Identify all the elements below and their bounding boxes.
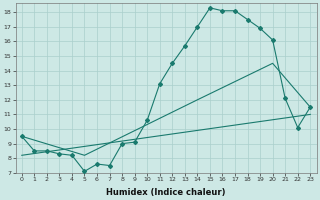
- X-axis label: Humidex (Indice chaleur): Humidex (Indice chaleur): [106, 188, 226, 197]
